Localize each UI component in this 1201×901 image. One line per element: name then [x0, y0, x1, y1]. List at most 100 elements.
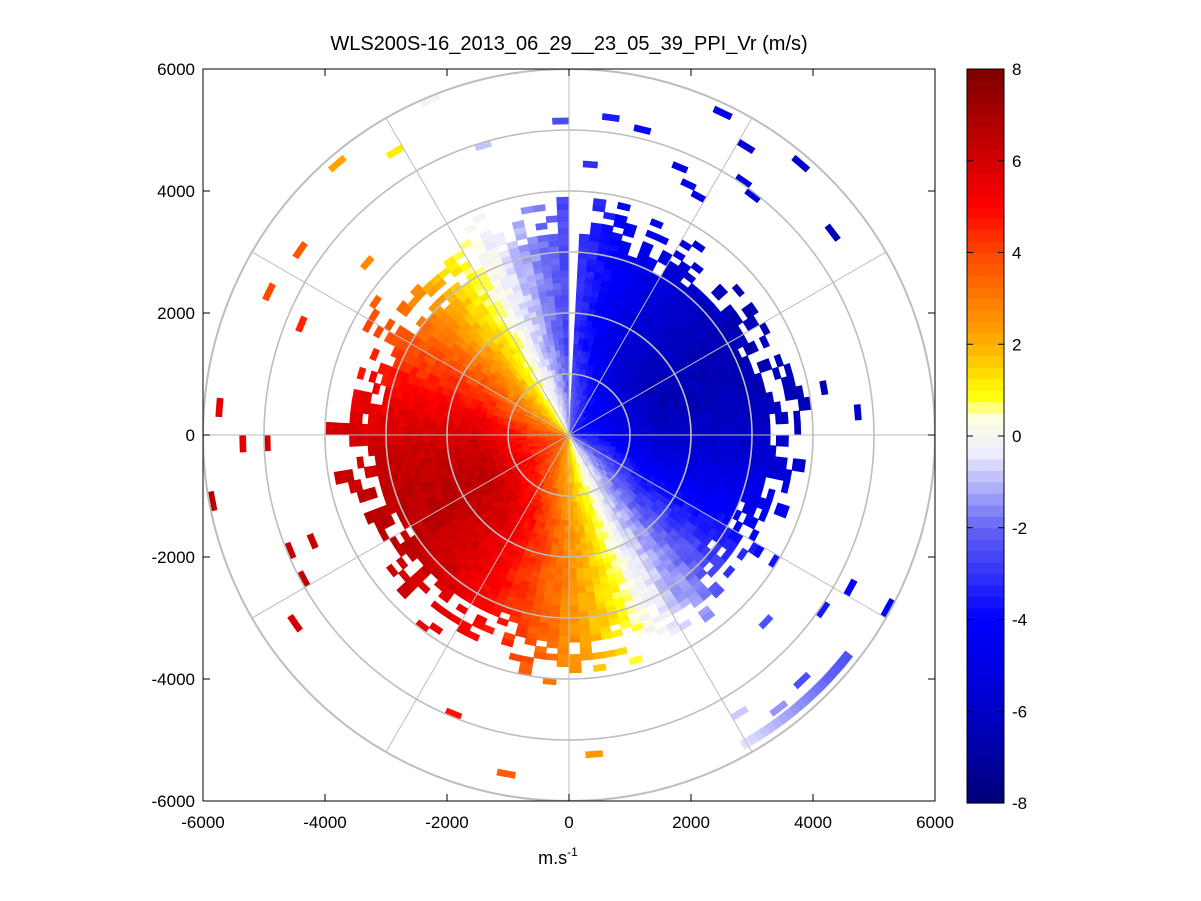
velocity-cell — [398, 443, 406, 454]
velocity-cell — [537, 234, 549, 243]
velocity-cell — [547, 628, 560, 637]
velocity-cell — [557, 647, 570, 655]
velocity-cell — [465, 423, 473, 431]
velocity-cell — [696, 427, 704, 436]
velocity-cell — [568, 538, 576, 546]
colorbar-segment — [967, 367, 1004, 380]
velocity-cell — [330, 422, 338, 436]
velocity-cell — [560, 355, 566, 363]
velocity-field — [207, 92, 896, 779]
velocity-cell — [536, 633, 549, 642]
velocity-cell — [733, 425, 741, 436]
velocity-cell — [779, 456, 788, 470]
velocity-cell — [564, 361, 570, 369]
velocity-cell — [794, 422, 802, 436]
velocity-cell — [647, 425, 655, 432]
velocity-cell — [560, 593, 570, 601]
colorbar-tick-label: -8 — [1012, 794, 1027, 813]
colorbar-segment — [967, 791, 1004, 804]
colorbar-segment — [967, 745, 1004, 758]
velocity-cell — [696, 434, 704, 443]
colorbar-tick-label: -4 — [1012, 611, 1027, 630]
velocity-cell — [563, 526, 570, 533]
velocity-cell — [573, 337, 580, 345]
colorbar-segment — [967, 206, 1004, 219]
colorbar-segment — [967, 413, 1004, 426]
velocity-cell — [489, 438, 497, 444]
velocity-cell — [732, 416, 740, 427]
velocity-cell — [732, 443, 740, 454]
colorbar-segment — [967, 757, 1004, 770]
colorbar-segment — [967, 562, 1004, 575]
velocity-cell — [574, 543, 582, 552]
velocity-cell — [576, 270, 587, 278]
velocity-cell — [471, 429, 478, 436]
colorbar-tick-label: 2 — [1012, 335, 1021, 354]
velocity-cell — [561, 562, 570, 570]
velocity-cell — [660, 434, 667, 441]
velocity-cell — [575, 574, 585, 582]
velocity-cell — [708, 426, 716, 436]
velocity-cell — [434, 427, 442, 436]
velocity-cell — [552, 282, 562, 290]
velocity-cell — [356, 456, 365, 469]
velocity-cell — [680, 178, 697, 191]
colorbar-segment — [967, 229, 1004, 242]
velocity-cell — [775, 434, 783, 447]
velocity-cell — [558, 525, 565, 533]
velocity-cell — [410, 426, 418, 436]
velocity-cell — [564, 513, 570, 521]
velocity-cell — [556, 208, 570, 217]
velocity-cell — [619, 240, 632, 250]
velocity-cell — [558, 233, 570, 241]
velocity-cell — [690, 261, 704, 275]
velocity-cell — [558, 623, 570, 631]
velocity-cell — [546, 640, 559, 649]
velocity-cell — [582, 160, 599, 169]
velocity-cell — [533, 651, 547, 660]
colorbar-segment — [967, 596, 1004, 609]
velocity-cell — [568, 532, 575, 540]
colorbar-tick-label: 0 — [1012, 427, 1021, 446]
velocity-cell — [575, 562, 584, 570]
velocity-cell — [578, 531, 586, 539]
velocity-cell — [434, 434, 442, 443]
velocity-cell — [560, 586, 570, 594]
velocity-cell — [561, 568, 570, 576]
velocity-cell — [739, 434, 747, 445]
velocity-cell — [635, 430, 643, 436]
velocity-cell — [616, 201, 631, 212]
velocity-cell — [715, 283, 729, 297]
velocity-cell — [489, 434, 497, 440]
velocity-cell — [691, 240, 706, 253]
velocity-cell — [666, 429, 674, 436]
velocity-cell — [653, 425, 661, 431]
velocity-cell — [726, 442, 734, 453]
colorbar-segment — [967, 653, 1004, 666]
velocity-cell — [495, 438, 503, 444]
colorbar-segment — [967, 69, 1004, 82]
velocity-cell — [647, 434, 655, 440]
velocity-cell — [568, 568, 577, 576]
velocity-cell — [568, 544, 576, 552]
velocity-cell — [557, 537, 564, 545]
colorbar-segment — [967, 619, 1004, 632]
velocity-cell — [635, 434, 643, 440]
velocity-cell — [762, 444, 771, 457]
velocity-cell — [422, 419, 430, 429]
velocity-cell — [562, 550, 570, 558]
colorbar-segment — [967, 218, 1004, 231]
colorbar-segment — [967, 608, 1004, 621]
velocity-cell — [428, 427, 436, 436]
velocity-cell — [559, 263, 570, 271]
velocity-cell — [635, 426, 643, 432]
x-tick-label: 0 — [564, 813, 573, 832]
velocity-cell — [477, 439, 485, 445]
velocity-cell — [568, 623, 580, 631]
colorbar-segment — [967, 527, 1004, 540]
velocity-cell — [459, 445, 467, 453]
x-axis-label: m.s-1 — [538, 845, 578, 868]
colorbar-segment — [967, 149, 1004, 162]
velocity-cell — [655, 233, 670, 246]
velocity-cell — [557, 331, 565, 339]
